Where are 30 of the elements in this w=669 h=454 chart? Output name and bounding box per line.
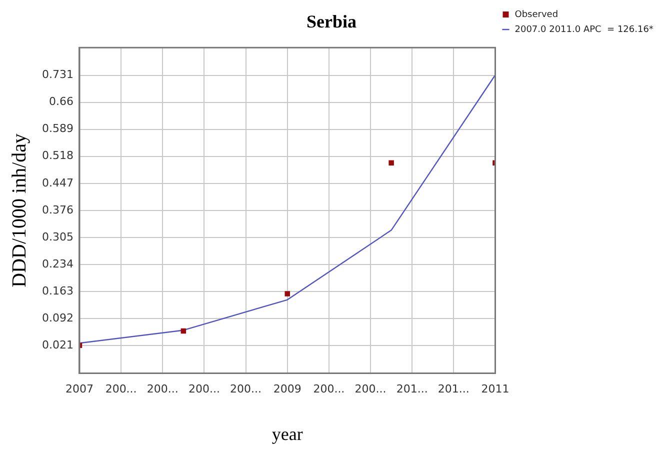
x-tick-label: 2009 bbox=[273, 382, 302, 396]
x-tick-label: 200... bbox=[146, 382, 178, 396]
point bbox=[284, 291, 290, 296]
y-tick-label: 0.163 bbox=[42, 284, 74, 298]
x-tick-label: 200... bbox=[188, 382, 220, 396]
x-tick-label: 200... bbox=[230, 382, 262, 396]
point bbox=[388, 160, 394, 166]
x-tick-label: 201... bbox=[396, 382, 428, 396]
y-tick-label: 0.305 bbox=[42, 230, 74, 244]
y-tick-label: 0.021 bbox=[42, 338, 74, 352]
x-tick-label: 2007 bbox=[65, 382, 94, 396]
x-tick-label: 201... bbox=[438, 382, 470, 396]
y-tick-label: 0.589 bbox=[42, 122, 74, 136]
y-axis-title: DDD/1000 inh/day bbox=[8, 133, 30, 288]
x-tick-label: 200... bbox=[105, 382, 137, 396]
legend-label: 2007.0 2011.0 APC = 126.16* bbox=[514, 24, 654, 35]
y-tick-label: 0.66 bbox=[48, 95, 74, 108]
y-tick-label: 0.234 bbox=[42, 257, 74, 270]
y-tick-label: 0.092 bbox=[42, 311, 74, 324]
x-tick-label: 200... bbox=[313, 382, 345, 396]
x-tick-label: 200... bbox=[354, 382, 386, 396]
y-tick-label: 0.376 bbox=[42, 203, 74, 216]
x-tick-label: 2011 bbox=[481, 382, 510, 396]
y-tick-label: 0.731 bbox=[42, 68, 74, 82]
x-axis-title: year bbox=[272, 424, 303, 444]
point bbox=[180, 328, 186, 334]
y-tick-label: 0.447 bbox=[42, 176, 74, 190]
chart-title: Serbia bbox=[306, 11, 357, 32]
y-tick-label: 0.518 bbox=[42, 149, 74, 162]
legend-label: Observed bbox=[514, 10, 558, 20]
